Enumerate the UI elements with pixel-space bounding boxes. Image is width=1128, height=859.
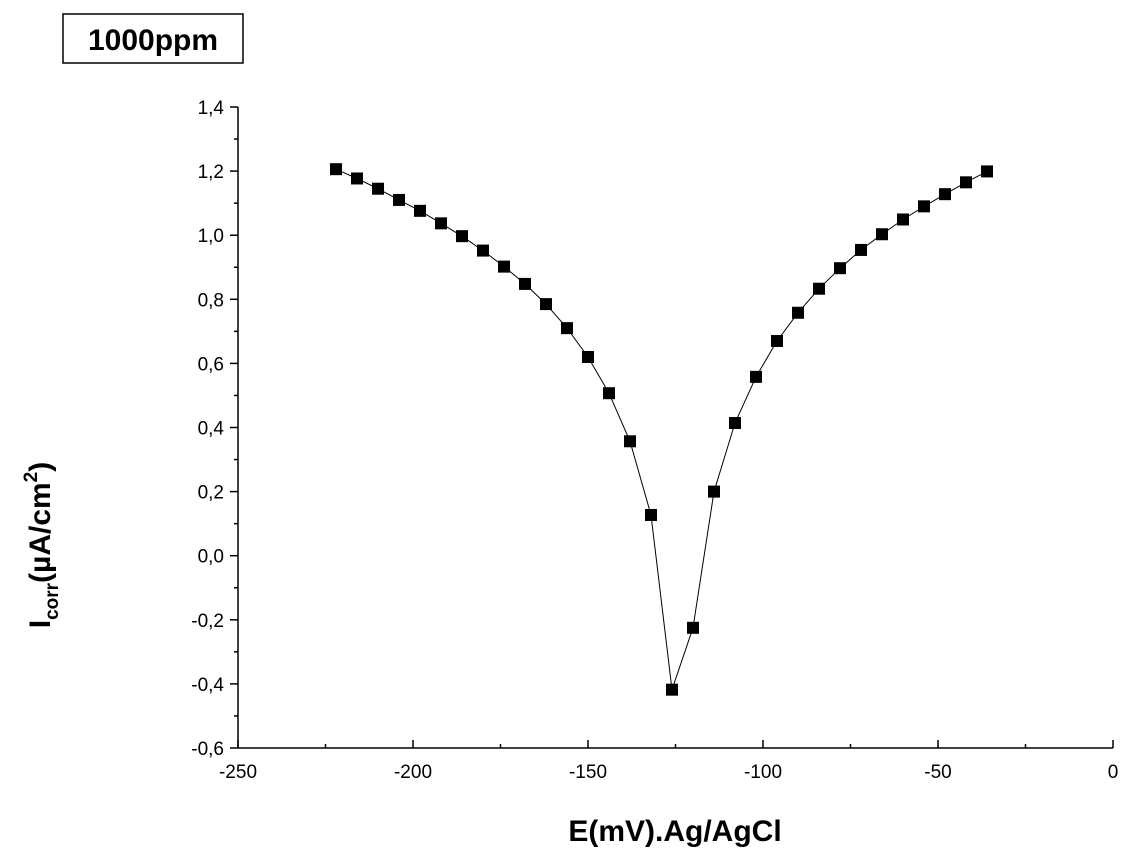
data-point — [414, 204, 426, 217]
x-tick-label: -150 — [569, 762, 607, 783]
data-point — [939, 188, 951, 201]
data-point — [330, 163, 342, 176]
x-tick-label: -200 — [394, 762, 432, 783]
x-axis-title: E(mV).Ag/AgCl — [568, 815, 781, 848]
data-point — [792, 306, 804, 319]
y-axis-title-close: ) — [24, 462, 57, 472]
data-point — [372, 182, 384, 195]
y-tick-label: -0,2 — [191, 611, 224, 632]
y-tick-label: 0,2 — [198, 483, 224, 504]
data-point — [918, 200, 930, 213]
y-axis-title-main: I — [24, 620, 57, 628]
y-axis-title-sup: 2 — [21, 472, 42, 483]
data-point — [666, 683, 678, 696]
data-point — [582, 350, 594, 363]
data-point — [561, 322, 573, 335]
x-tick-label: -100 — [744, 762, 782, 783]
plot-area — [330, 163, 993, 696]
data-point — [813, 282, 825, 295]
series-line — [335, 168, 988, 690]
data-point — [687, 621, 699, 634]
y-axis-title: Icorr(µA/cm2) — [21, 462, 63, 629]
x-tick-label: 0 — [1108, 762, 1119, 783]
data-point — [498, 260, 510, 273]
data-point — [645, 508, 657, 521]
data-point — [708, 485, 720, 498]
y-tick-label: 0,8 — [198, 290, 224, 311]
y-tick-label: 1,4 — [198, 98, 225, 119]
data-point — [603, 387, 615, 400]
x-tick-label: -50 — [924, 762, 951, 783]
y-tick-label: -0,6 — [191, 739, 224, 760]
data-point — [393, 193, 405, 206]
y-tick-label: -0,4 — [191, 675, 224, 696]
data-point — [435, 217, 447, 230]
annotation-box — [62, 13, 244, 64]
data-point — [477, 244, 489, 257]
data-point — [981, 165, 993, 178]
data-point — [729, 417, 741, 430]
y-axis-title-unit: (µA/cm — [24, 482, 57, 583]
y-axis-title-sub: corr — [42, 582, 63, 620]
data-point — [456, 230, 468, 243]
data-point — [834, 262, 846, 275]
y-tick-label: 0,4 — [198, 419, 225, 440]
y-tick-label: 1,2 — [198, 162, 224, 183]
data-point — [960, 176, 972, 189]
y-tick-label: 1,0 — [198, 226, 224, 247]
x-tick-label: -250 — [219, 762, 257, 783]
y-tick-label: 0,6 — [198, 354, 224, 375]
data-point — [897, 213, 909, 226]
data-point — [771, 334, 783, 347]
y-tick-label: 0,0 — [198, 547, 224, 568]
data-point — [876, 228, 888, 241]
annotation-text: 1000ppm — [88, 24, 218, 57]
x-ticks: -250 -200 -150 -100 -50 0 — [219, 740, 1118, 783]
data-point — [624, 435, 636, 448]
y-ticks: -0,6 -0,4 -0,2 0,0 0,2 0,4 0,6 0,8 1,0 1,2 1,4 — [191, 98, 238, 760]
data-point — [351, 172, 363, 185]
data-point — [540, 298, 552, 311]
data-point — [750, 370, 762, 383]
data-point — [519, 277, 531, 290]
data-point — [855, 243, 867, 256]
annotation-badge: 1000ppm — [62, 13, 244, 64]
